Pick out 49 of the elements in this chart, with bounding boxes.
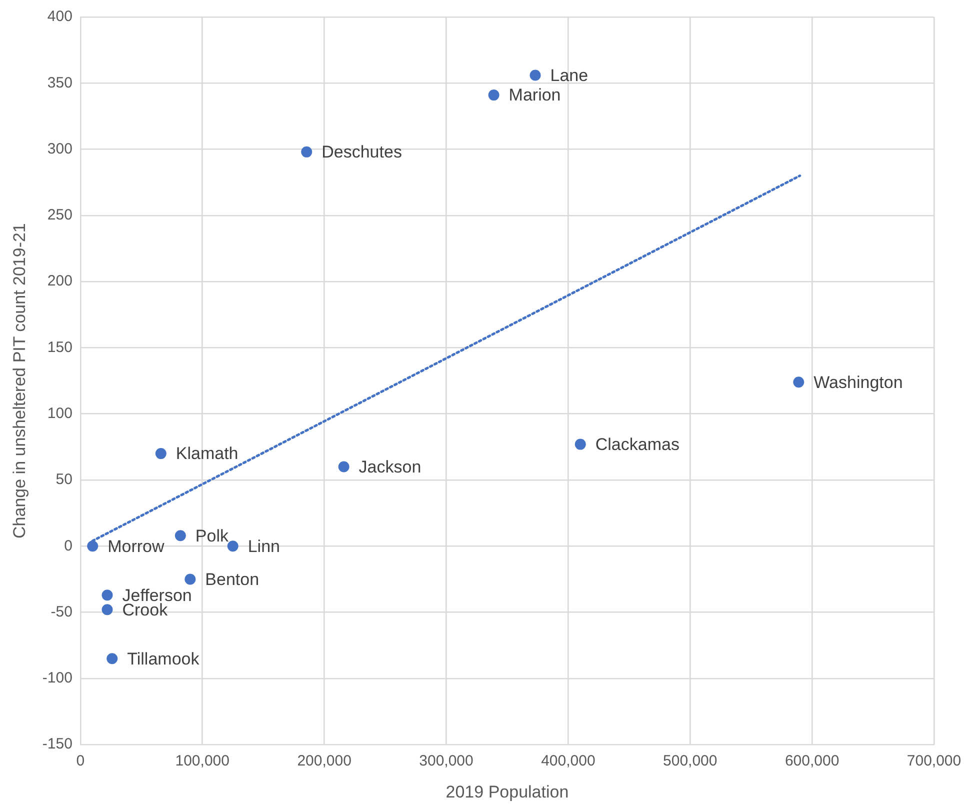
- y-tick-label: 150: [47, 338, 72, 356]
- y-tick-label: 50: [56, 471, 72, 488]
- annotation: Tillamook: [127, 649, 200, 668]
- x-tick-label: 600,000: [784, 752, 840, 770]
- x-tick-label: 200,000: [297, 752, 352, 770]
- annotation: Polk: [195, 526, 229, 546]
- point: [155, 448, 166, 460]
- x-tick-label: 500,000: [663, 752, 718, 770]
- annotation: Marion: [508, 86, 561, 105]
- annotation: Clackamas: [595, 434, 680, 454]
- point: [530, 70, 541, 81]
- point: [87, 540, 98, 552]
- annotation: Deschutes: [322, 142, 402, 162]
- annotation: Linn: [248, 536, 280, 556]
- point: [184, 574, 196, 585]
- y-tick-label: 350: [47, 74, 72, 92]
- point: [488, 90, 500, 101]
- point: [574, 438, 586, 450]
- y-axis-title: Change in unsheltered PIT count 2019-21: [10, 223, 29, 538]
- point: [227, 540, 238, 552]
- point: [793, 376, 804, 388]
- annotation: Benton: [205, 570, 260, 589]
- point: [102, 604, 113, 616]
- x-axis-title: 2019 Population: [446, 782, 569, 802]
- annotation: Jackson: [358, 457, 422, 476]
- y-tick-label: 400: [47, 8, 72, 26]
- point: [106, 653, 118, 664]
- point: [338, 461, 350, 472]
- x-tick-label: 0: [76, 752, 85, 770]
- x-tick-label: 400,000: [541, 752, 596, 770]
- y-tick-label: -50: [50, 603, 72, 620]
- annotation: Morrow: [108, 536, 166, 556]
- y-tick-label: -100: [42, 670, 72, 687]
- y-tick-label: 300: [47, 140, 72, 158]
- annotation: Klamath: [176, 444, 238, 464]
- y-tick-label: 100: [47, 405, 72, 422]
- x-tick-label: 300,000: [419, 752, 474, 770]
- point: [174, 530, 186, 542]
- point: [102, 590, 113, 601]
- x-tick-label: 700,000: [906, 752, 962, 770]
- y-tick-label: -150: [42, 736, 72, 753]
- y-tick-label: 0: [64, 537, 72, 554]
- annotation: Crook: [122, 600, 168, 620]
- y-tick-label: 200: [47, 272, 72, 290]
- x-tick-label: 100,000: [175, 752, 230, 770]
- annotation: Lane: [550, 66, 588, 85]
- point: [301, 146, 312, 158]
- y-tick-label: 250: [47, 206, 72, 224]
- annotation: Washington: [814, 372, 903, 392]
